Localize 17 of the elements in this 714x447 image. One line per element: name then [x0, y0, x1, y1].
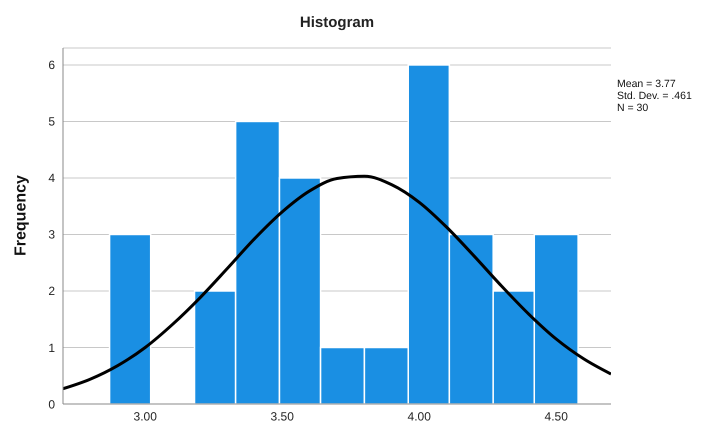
chart-title: Histogram	[298, 14, 376, 31]
y-tick-label: 2	[48, 284, 56, 298]
y-axis-title: Frequency	[12, 174, 30, 256]
text: N = 30	[617, 102, 650, 114]
y-tick-label: 6	[48, 58, 56, 72]
text: Std. Dev. = .461	[617, 90, 692, 102]
y-tick-label: 4	[48, 171, 56, 186]
y-tick-label: 3	[48, 228, 56, 242]
y-tick-label: 5	[48, 114, 56, 129]
x-tick-label: 3.50	[270, 410, 294, 424]
y-tick-label: 1	[48, 340, 56, 355]
line-series	[63, 174, 611, 390]
x-tick-label: 4.00	[408, 410, 432, 424]
x-tick-label: 3.00	[134, 410, 158, 424]
text: Mean = 3.77	[617, 78, 677, 90]
x-tick-label: 4.50	[544, 410, 568, 424]
y-tick-label: 0	[48, 397, 56, 412]
